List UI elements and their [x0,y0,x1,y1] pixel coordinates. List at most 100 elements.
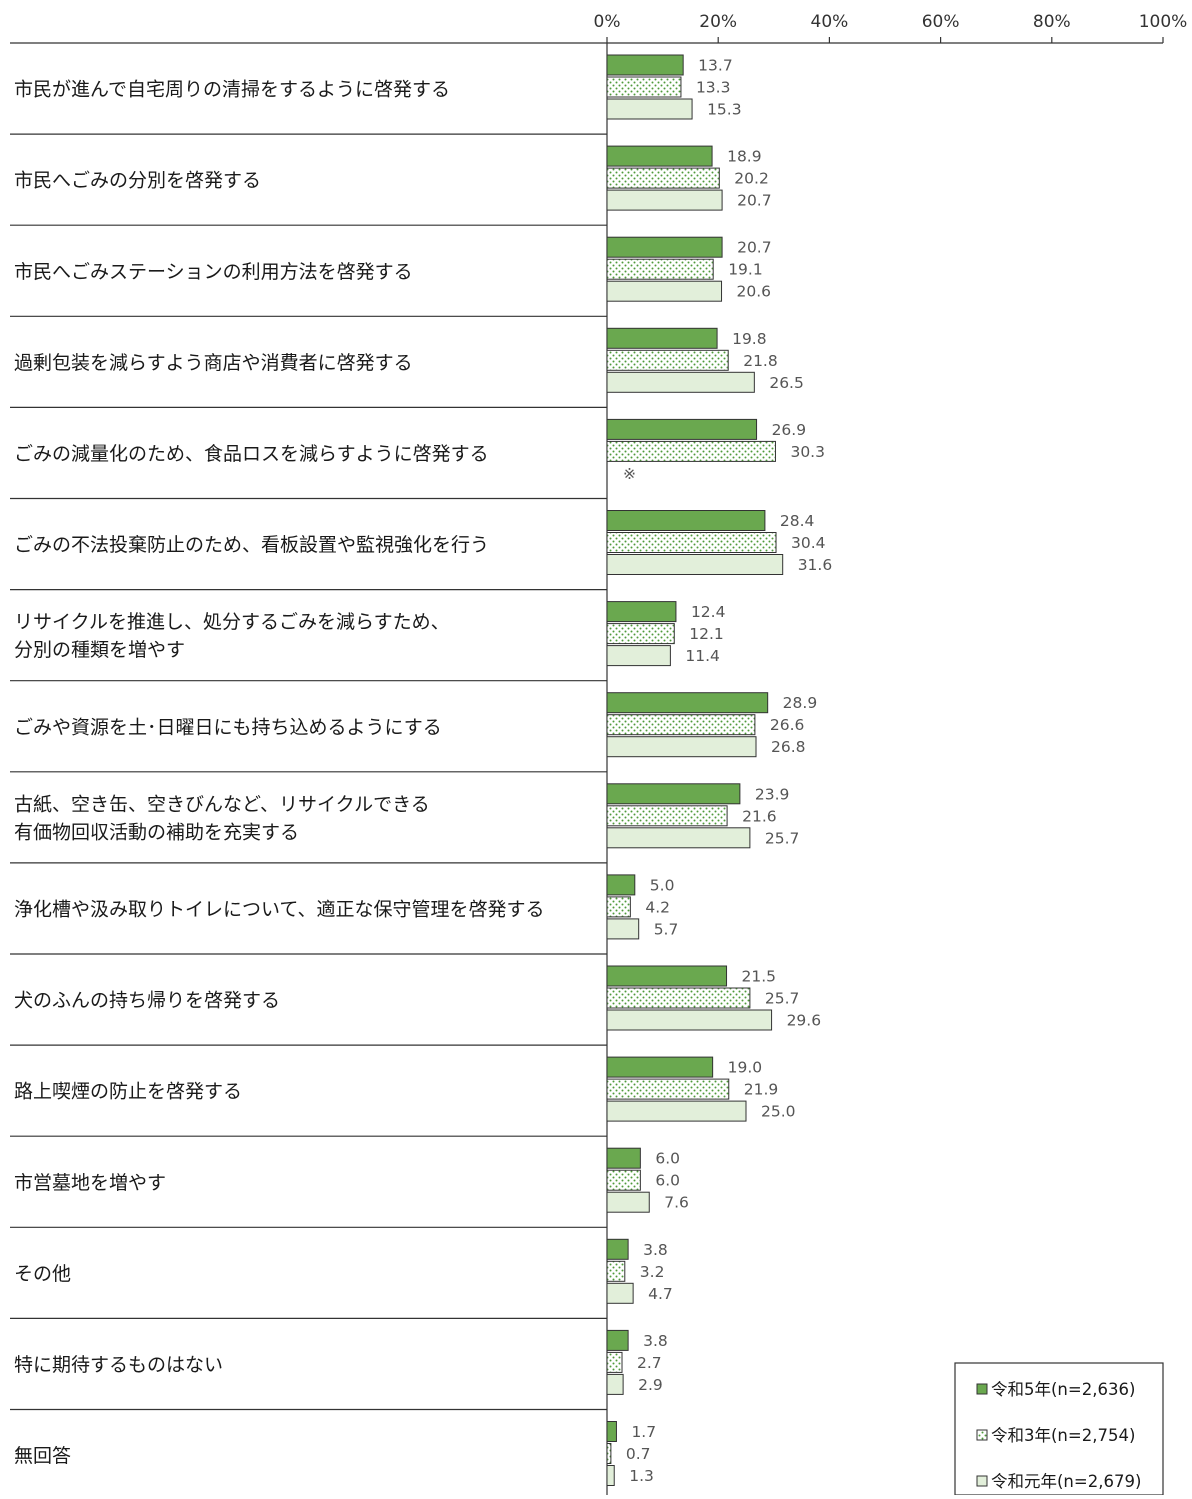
data-label: 0.7 [626,1445,651,1463]
bar [606,805,728,827]
legend-swatch [976,1475,988,1487]
data-label: 1.7 [631,1423,656,1441]
bar [606,1260,626,1282]
data-label: 21.9 [744,1081,779,1099]
bar [606,189,723,211]
x-tick-label: 80% [1033,12,1071,32]
bar [606,896,631,918]
data-label: 26.8 [771,738,806,756]
data-label: 31.6 [798,556,833,574]
data-label: 4.7 [648,1285,673,1303]
bar [606,1373,624,1395]
bar [606,1100,747,1122]
bar [606,714,756,736]
axis-layer: 0% 20% 40% 60% 80% 100% [594,12,1188,1495]
data-label: ※ [623,465,636,483]
data-label: 4.2 [645,898,670,916]
legend-swatch [976,1383,988,1395]
legend-entry: 令和5年(n=2,636) [991,1380,1135,1399]
category-label: ごみの減量化のため、食品ロスを減らすように啓発する [14,443,489,465]
category-label: 有価物回収活動の補助を充実する [14,821,299,843]
category-label: 市営墓地を増やす [14,1172,166,1194]
bar [606,1169,641,1191]
bar [606,371,755,393]
data-label: 2.7 [637,1354,662,1372]
data-label: 20.6 [737,283,772,301]
bar-layer: 13.7 13.3 15.3 18.9 20.2 20.7 20.7 19.1 20.6 19.8… [606,54,833,1486]
x-tick-label: 100% [1139,12,1188,32]
data-label: 15.3 [707,101,742,119]
category-label: 市民へごみの分別を啓発する [14,170,261,192]
bar [606,54,684,76]
data-label: 26.5 [769,374,804,392]
data-label: 13.3 [696,79,731,97]
data-label: 21.8 [743,352,778,370]
data-label: 12.4 [691,603,726,621]
bar [606,1351,623,1373]
category-label: 特に期待するものはない [14,1354,223,1376]
legend: 令和5年(n=2,636) 令和3年(n=2,754) 令和元年(n=2,679) [954,1362,1164,1496]
data-label: 6.0 [655,1172,680,1190]
bar [606,76,682,98]
bar [606,532,777,553]
data-label: 11.4 [685,647,720,665]
bar [606,236,723,258]
data-label: 28.9 [783,694,818,712]
data-label: 12.1 [689,625,724,643]
data-label: 29.6 [787,1012,822,1030]
data-label: 25.7 [765,990,800,1008]
category-label: ごみや資源を土･日曜日にも持ち込めるようにする [14,716,442,738]
data-label: 19.8 [732,330,767,348]
category-label: 古紙、空き缶、空きびんなど、リサイクルできる [14,793,430,815]
bar [606,736,757,758]
bar [606,98,693,120]
bar [606,1056,714,1078]
legend-entry: 令和元年(n=2,679) [991,1472,1141,1491]
category-label: 浄化槽や汲み取りトイレについて、適正な保守管理を啓発する [14,898,544,920]
category-label: 分別の種類を増やす [14,639,185,661]
category-label: 路上喫煙の防止を啓発する [14,1081,242,1103]
bar [606,440,776,462]
legend-box [954,1362,1164,1496]
data-label: 3.8 [643,1332,668,1350]
data-label: 7.6 [664,1194,689,1212]
category-label: 無回答 [14,1445,71,1467]
x-tick-label: 60% [922,12,960,32]
bar [606,418,758,440]
data-label: 13.7 [698,57,733,75]
bar [606,327,718,349]
data-label: 25.0 [761,1103,796,1121]
bar [606,1078,730,1100]
bar [606,645,671,667]
category-layer: 市民が進んで自宅周りの清掃をするように啓発する市民へごみの分別を啓発する市民へご… [10,42,607,1467]
bar [606,1465,615,1486]
data-label: 3.8 [643,1241,668,1259]
data-label: 19.1 [728,261,763,279]
data-label: 2.9 [638,1376,663,1394]
bar [606,1282,634,1304]
bar [606,554,784,575]
category-label: リサイクルを推進し、処分するごみを減らすため、 [14,611,450,633]
data-label: 1.3 [629,1467,654,1485]
data-label: 26.9 [772,421,807,439]
data-label: 18.9 [727,148,762,166]
x-tick-label: 40% [811,12,849,32]
bar [606,1147,641,1169]
category-label: 市民へごみステーションの利用方法を啓発する [14,261,413,283]
bar [606,1443,612,1464]
data-label: 19.0 [728,1059,763,1077]
data-label: 20.7 [737,192,772,210]
bar [606,1191,650,1213]
data-label: 3.2 [640,1263,665,1281]
category-label: 過剰包装を減らすよう商店や消費者に啓発する [14,352,413,374]
bar [606,1329,629,1351]
data-label: 23.9 [755,785,790,803]
data-label: 28.4 [780,512,815,530]
data-label: 6.0 [655,1150,680,1168]
legend-swatch [976,1429,988,1441]
bar [606,918,640,940]
data-label: 21.6 [742,807,777,825]
data-label: 20.7 [737,239,772,257]
bar [606,167,720,189]
